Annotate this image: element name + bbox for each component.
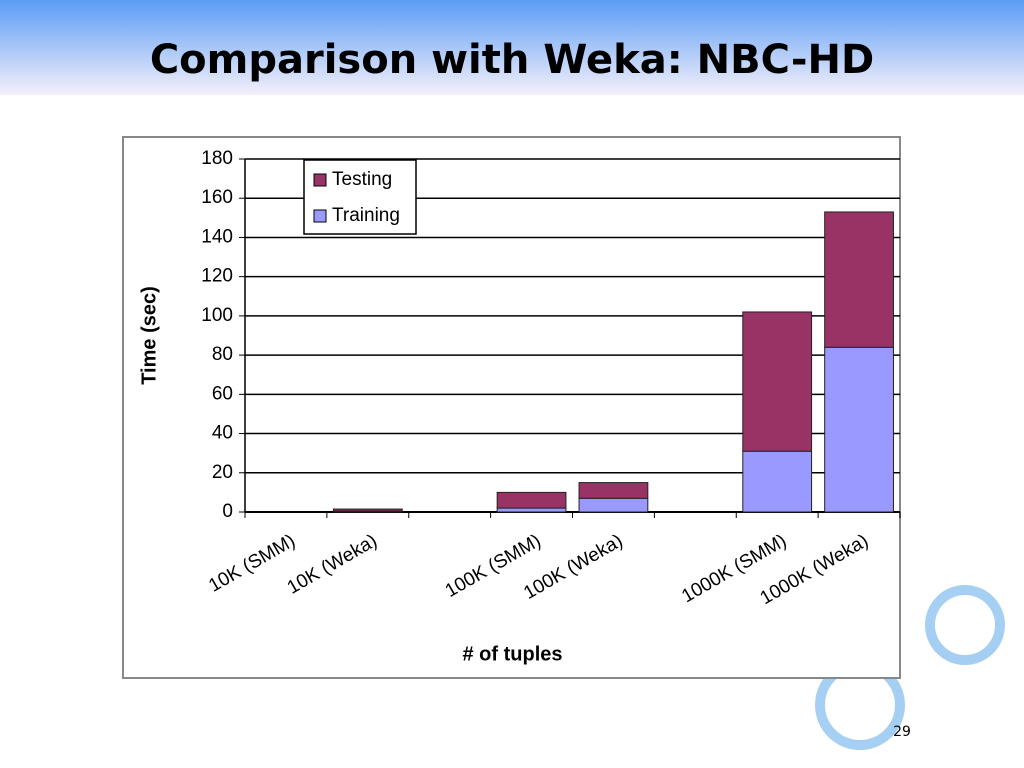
legend-label: Training bbox=[332, 205, 400, 226]
header-band bbox=[0, 0, 1024, 95]
legend-swatch bbox=[313, 173, 327, 187]
y-tick-label: 180 bbox=[201, 148, 233, 169]
legend-label: Testing bbox=[332, 169, 392, 190]
x-axis-label: # of tuples bbox=[462, 643, 562, 665]
bar-segment bbox=[742, 450, 813, 513]
bar-segment bbox=[824, 211, 894, 348]
bar-segment bbox=[496, 507, 567, 513]
slide-title: Comparison with Weka: NBC-HD bbox=[150, 37, 874, 83]
y-axis-label: Time (sec) bbox=[138, 286, 160, 385]
bar-segment bbox=[496, 491, 567, 509]
y-tick-label: 20 bbox=[212, 462, 233, 483]
page-number: 29 bbox=[893, 724, 911, 740]
y-tick-label: 160 bbox=[201, 187, 233, 208]
bar-segment bbox=[742, 311, 813, 452]
legend-swatch bbox=[313, 209, 327, 223]
bar-segment bbox=[578, 497, 649, 513]
y-tick-label: 140 bbox=[201, 226, 233, 247]
y-tick-label: 80 bbox=[212, 344, 233, 365]
y-tick-label: 40 bbox=[212, 423, 233, 444]
bar-segment bbox=[824, 346, 894, 513]
bar-segment bbox=[578, 482, 649, 499]
y-tick-label: 0 bbox=[222, 501, 233, 522]
y-tick-label: 120 bbox=[201, 266, 233, 287]
y-tick-label: 100 bbox=[201, 305, 233, 326]
y-tick-label: 60 bbox=[212, 383, 233, 404]
bar-segment bbox=[332, 508, 403, 512]
